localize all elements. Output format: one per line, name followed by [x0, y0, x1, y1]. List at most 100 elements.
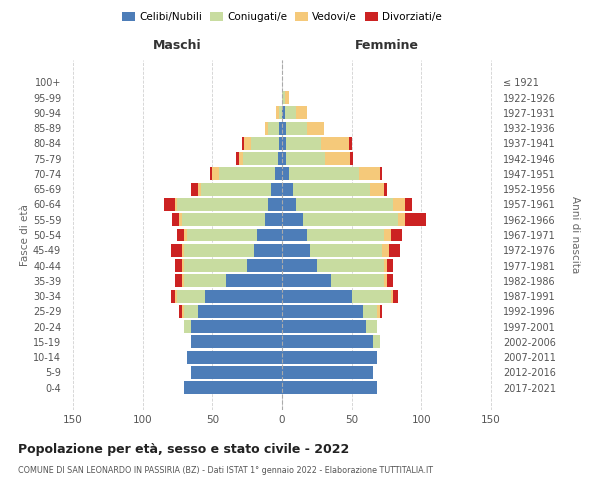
Bar [282, 122, 286, 134]
Bar [282, 182, 293, 196]
Bar [268, 122, 279, 134]
Bar [377, 305, 380, 318]
Bar [282, 274, 331, 287]
Bar [265, 122, 268, 134]
Bar [201, 182, 271, 196]
Bar [184, 305, 199, 318]
Text: Popolazione per età, sesso e stato civile - 2022: Popolazione per età, sesso e stato civil… [18, 442, 349, 456]
Bar [325, 152, 350, 165]
Text: Femmine: Femmine [355, 39, 419, 52]
Bar [242, 137, 244, 150]
Bar [286, 152, 325, 165]
Bar [286, 122, 307, 134]
Bar [398, 214, 404, 226]
Bar [303, 214, 398, 226]
Bar [212, 168, 219, 180]
Bar [282, 290, 352, 302]
Bar [282, 91, 285, 104]
Bar [349, 137, 352, 150]
Text: Maschi: Maschi [153, 39, 202, 52]
Bar [285, 106, 296, 120]
Bar [394, 290, 398, 302]
Bar [282, 214, 303, 226]
Bar [247, 259, 282, 272]
Bar [282, 259, 317, 272]
Y-axis label: Fasce di età: Fasce di età [20, 204, 30, 266]
Bar [182, 274, 184, 287]
Bar [164, 198, 175, 211]
Bar [365, 320, 377, 333]
Bar [282, 152, 286, 165]
Bar [170, 290, 175, 302]
Y-axis label: Anni di nascita: Anni di nascita [570, 196, 580, 274]
Bar [265, 214, 282, 226]
Bar [282, 198, 296, 211]
Bar [363, 305, 377, 318]
Bar [175, 290, 178, 302]
Bar [205, 290, 282, 302]
Bar [404, 214, 425, 226]
Bar [307, 122, 324, 134]
Bar [209, 168, 212, 180]
Bar [296, 106, 307, 120]
Bar [271, 182, 282, 196]
Bar [236, 152, 239, 165]
Bar [317, 259, 384, 272]
Bar [184, 244, 254, 256]
Bar [307, 228, 384, 241]
Bar [359, 168, 380, 180]
Bar [277, 106, 279, 120]
Bar [386, 274, 394, 287]
Bar [179, 305, 182, 318]
Bar [282, 381, 377, 394]
Bar [182, 214, 265, 226]
Bar [175, 274, 182, 287]
Bar [384, 274, 386, 287]
Bar [289, 168, 359, 180]
Bar [275, 168, 282, 180]
Bar [384, 182, 386, 196]
Bar [184, 259, 247, 272]
Bar [226, 274, 282, 287]
Bar [282, 137, 286, 150]
Bar [178, 290, 205, 302]
Bar [191, 320, 282, 333]
Legend: Celibi/Nubili, Coniugati/e, Vedovi/e, Divorziati/e: Celibi/Nubili, Coniugati/e, Vedovi/e, Di… [118, 8, 446, 26]
Bar [279, 106, 282, 120]
Bar [279, 122, 282, 134]
Bar [182, 244, 184, 256]
Bar [373, 336, 380, 348]
Bar [244, 137, 251, 150]
Bar [172, 214, 179, 226]
Bar [254, 244, 282, 256]
Bar [187, 350, 282, 364]
Bar [282, 228, 307, 241]
Bar [187, 228, 257, 241]
Bar [380, 168, 382, 180]
Bar [182, 305, 184, 318]
Bar [199, 305, 282, 318]
Bar [282, 320, 365, 333]
Bar [191, 182, 199, 196]
Bar [191, 336, 282, 348]
Bar [282, 366, 373, 379]
Bar [279, 137, 282, 150]
Bar [293, 182, 370, 196]
Bar [296, 198, 394, 211]
Bar [175, 259, 182, 272]
Bar [404, 198, 412, 211]
Bar [282, 168, 289, 180]
Bar [170, 244, 182, 256]
Bar [331, 274, 384, 287]
Bar [178, 228, 184, 241]
Bar [184, 228, 187, 241]
Bar [386, 259, 394, 272]
Text: COMUNE DI SAN LEONARDO IN PASSIRIA (BZ) - Dati ISTAT 1° gennaio 2022 - Elaborazi: COMUNE DI SAN LEONARDO IN PASSIRIA (BZ) … [18, 466, 433, 475]
Bar [268, 198, 282, 211]
Bar [285, 91, 289, 104]
Bar [282, 305, 363, 318]
Bar [310, 244, 382, 256]
Bar [380, 305, 382, 318]
Bar [394, 198, 404, 211]
Bar [191, 366, 282, 379]
